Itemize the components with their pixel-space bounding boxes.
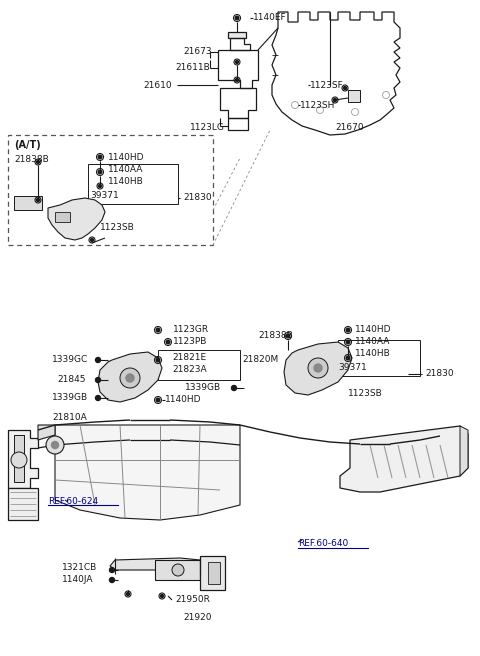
Text: (A/T): (A/T) [14,140,41,150]
Bar [8,135,213,245]
Circle shape [109,567,115,573]
Circle shape [46,436,64,454]
Text: 1140HB: 1140HB [355,350,391,358]
Circle shape [98,170,102,174]
Text: 21838B: 21838B [14,155,49,165]
Circle shape [172,564,184,576]
Circle shape [236,79,239,81]
Circle shape [308,358,328,378]
Circle shape [346,340,350,344]
Circle shape [286,334,290,338]
Text: 1140HD: 1140HD [165,396,202,405]
Circle shape [156,358,160,362]
Polygon shape [155,560,200,580]
Circle shape [11,452,27,468]
Circle shape [98,184,101,188]
Polygon shape [48,198,105,240]
Text: 1140EF: 1140EF [253,14,287,22]
Text: 21611B: 21611B [175,64,210,73]
Text: 1123SB: 1123SB [348,388,383,398]
Circle shape [96,358,100,363]
Text: 1339GC: 1339GC [52,356,88,365]
Polygon shape [200,556,225,590]
Polygon shape [110,558,200,570]
Polygon shape [14,196,42,210]
Text: 21823A: 21823A [172,365,206,375]
Circle shape [156,328,160,332]
Polygon shape [340,426,468,492]
Text: 1140AA: 1140AA [108,165,144,174]
Circle shape [96,396,100,401]
Text: 21673: 21673 [183,47,212,56]
Polygon shape [284,342,352,395]
Circle shape [36,161,39,163]
Text: 1321CB: 1321CB [62,564,97,573]
Text: REF.60-624: REF.60-624 [48,497,98,506]
Polygon shape [228,32,246,38]
Polygon shape [98,352,162,402]
Text: 1140HD: 1140HD [355,325,392,335]
Polygon shape [38,425,55,440]
Text: 21845: 21845 [57,375,85,384]
Circle shape [36,199,39,201]
Text: 1339GB: 1339GB [52,394,88,403]
Text: 1123SF: 1123SF [310,81,344,89]
Text: 21810A: 21810A [52,413,87,422]
Circle shape [156,398,160,401]
Circle shape [98,155,102,159]
Text: 1123SB: 1123SB [100,224,135,232]
Text: 21821E: 21821E [172,354,206,363]
Circle shape [96,377,100,382]
Text: 1140AA: 1140AA [355,337,390,346]
Circle shape [166,340,170,344]
Text: 21950R: 21950R [175,596,210,604]
Text: 21920: 21920 [183,613,212,623]
Circle shape [346,356,350,359]
Polygon shape [460,426,468,476]
Circle shape [231,386,237,390]
Circle shape [160,594,164,598]
Text: 21610: 21610 [143,81,172,89]
Text: 1339GB: 1339GB [185,382,221,392]
Circle shape [346,328,350,332]
Polygon shape [348,90,360,102]
Text: 1123GR: 1123GR [173,325,209,335]
Text: 1140HB: 1140HB [108,176,144,186]
Circle shape [120,368,140,388]
Text: 39371: 39371 [90,192,119,201]
Text: 21820M: 21820M [242,356,278,365]
Circle shape [127,592,130,596]
Circle shape [51,441,59,449]
Text: 1123LG: 1123LG [190,123,225,133]
Polygon shape [8,488,38,520]
Circle shape [344,87,347,89]
Text: 39371: 39371 [338,363,367,373]
Polygon shape [14,435,24,482]
Text: 21830: 21830 [425,369,454,379]
Polygon shape [8,430,38,488]
Text: 1140HD: 1140HD [108,152,144,161]
Text: 21838B: 21838B [258,331,293,340]
Text: 1140JA: 1140JA [62,575,94,584]
Circle shape [91,239,94,241]
Text: 21830: 21830 [183,194,212,203]
Text: 21670: 21670 [335,123,364,133]
Polygon shape [55,425,240,520]
Text: 1123SH: 1123SH [300,100,336,110]
Circle shape [236,60,239,64]
Polygon shape [208,562,220,584]
Text: 1123PB: 1123PB [173,337,207,346]
Circle shape [109,577,115,583]
Circle shape [334,98,336,102]
Circle shape [314,364,322,372]
Circle shape [126,374,134,382]
Text: REF.60-640: REF.60-640 [298,539,348,548]
Circle shape [235,16,239,20]
Polygon shape [55,212,70,222]
